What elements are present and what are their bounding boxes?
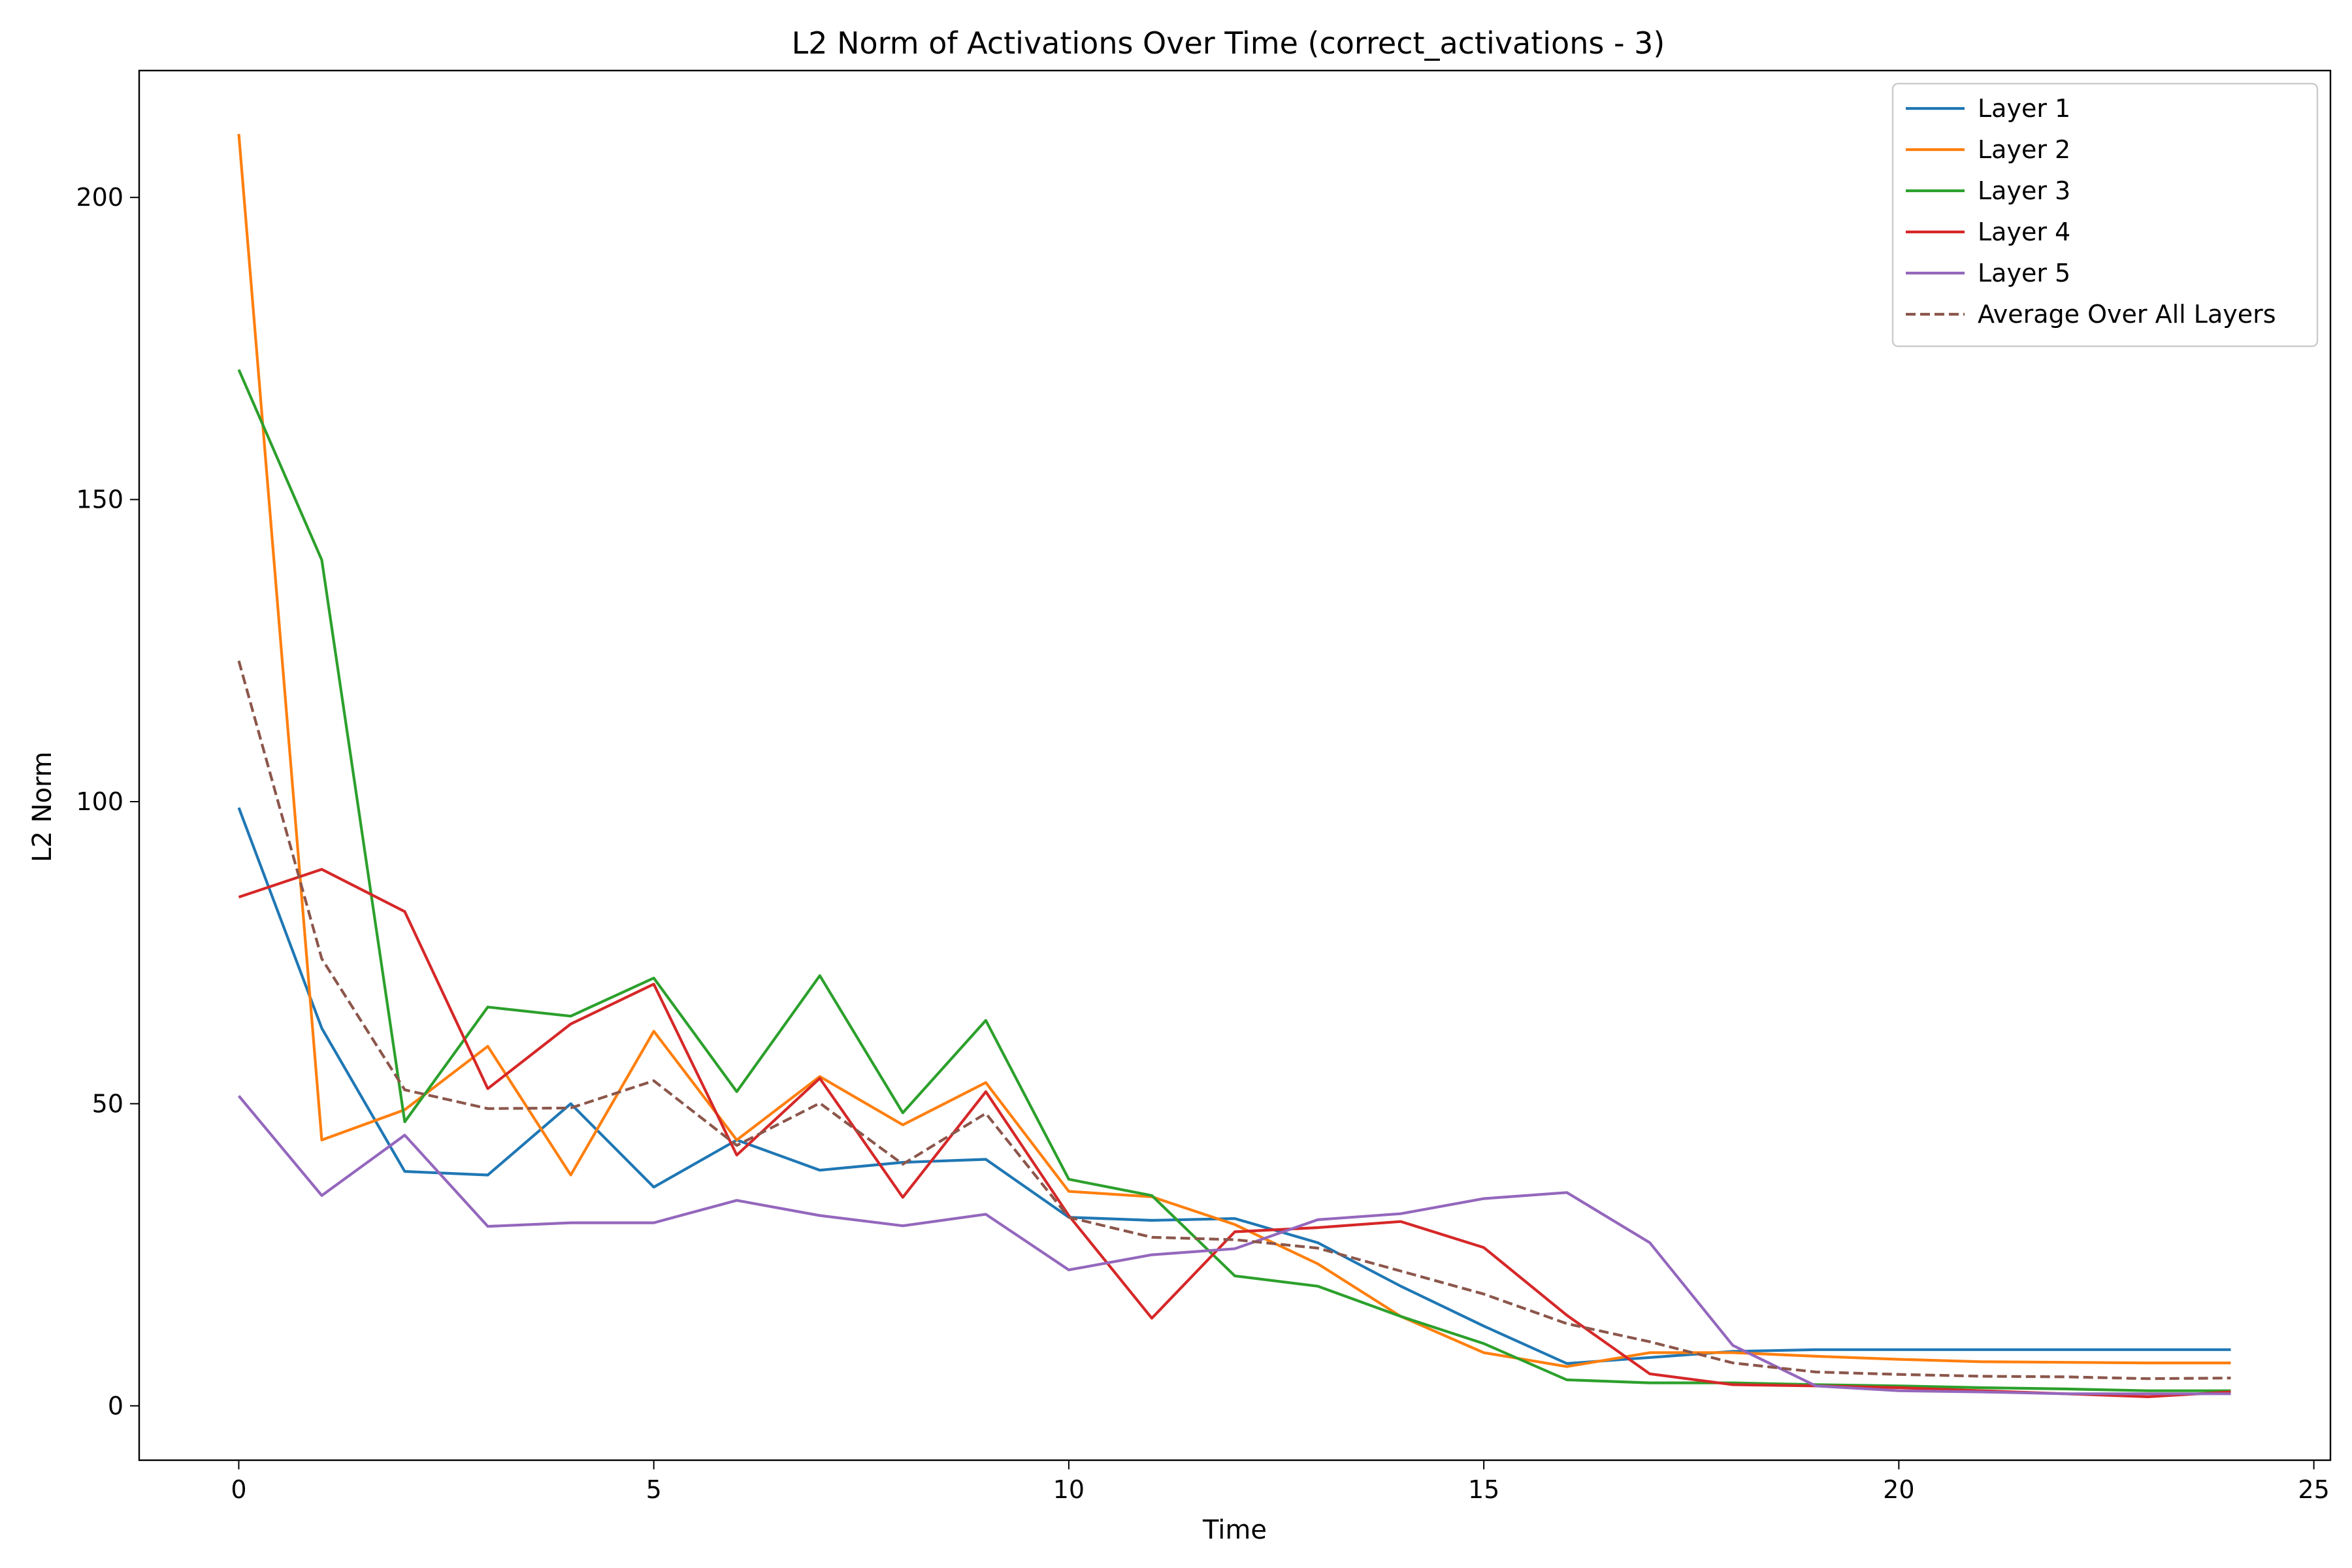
y-tick-label: 0 xyxy=(108,1392,123,1420)
series-line-1 xyxy=(237,807,2231,1365)
x-tick-label: 15 xyxy=(1468,1475,1499,1504)
legend-label-1: Layer 1 xyxy=(1978,94,2070,123)
x-axis-label: Time xyxy=(1202,1515,1267,1545)
legend-label-6: Average Over All Layers xyxy=(1978,300,2276,329)
y-tick-label: 150 xyxy=(76,485,123,514)
x-tick-label: 0 xyxy=(231,1475,246,1504)
y-axis-label: L2 Norm xyxy=(27,751,57,862)
y-tick-label: 200 xyxy=(76,183,123,212)
series-line-6 xyxy=(237,660,2231,1380)
legend-label-3: Layer 3 xyxy=(1978,176,2070,205)
plot-frame xyxy=(138,69,2332,1462)
plot-area: 0 5 10 15 20 25 0 50 100 150 200 xyxy=(76,69,2332,1504)
series-line-4 xyxy=(238,868,2231,1398)
legend-label-5: Layer 5 xyxy=(1978,259,2070,287)
x-tick-label: 25 xyxy=(2298,1475,2329,1504)
y-tick-label: 100 xyxy=(76,787,123,816)
x-tick-label: 20 xyxy=(1883,1475,1914,1504)
series-layer xyxy=(237,133,2231,1398)
series-line-3 xyxy=(237,368,2231,1392)
legend-box xyxy=(1891,82,2319,348)
y-axis-ticks: 0 50 100 150 200 xyxy=(76,183,139,1420)
legend-label-4: Layer 4 xyxy=(1978,218,2070,246)
legend: Layer 1 Layer 2 Layer 3 Layer 4 Layer 5 Avera… xyxy=(1891,82,2319,348)
chart-title: L2 Norm of Activations Over Time (correc… xyxy=(792,25,1665,61)
x-tick-label: 10 xyxy=(1053,1475,1085,1504)
legend-label-2: Layer 2 xyxy=(1978,135,2070,164)
x-axis-ticks: 0 5 10 15 20 25 xyxy=(231,1460,2330,1504)
y-tick-label: 50 xyxy=(92,1089,123,1118)
series-line-5 xyxy=(237,1095,2231,1396)
series-line-2 xyxy=(237,133,2231,1368)
x-tick-label: 5 xyxy=(646,1475,662,1504)
